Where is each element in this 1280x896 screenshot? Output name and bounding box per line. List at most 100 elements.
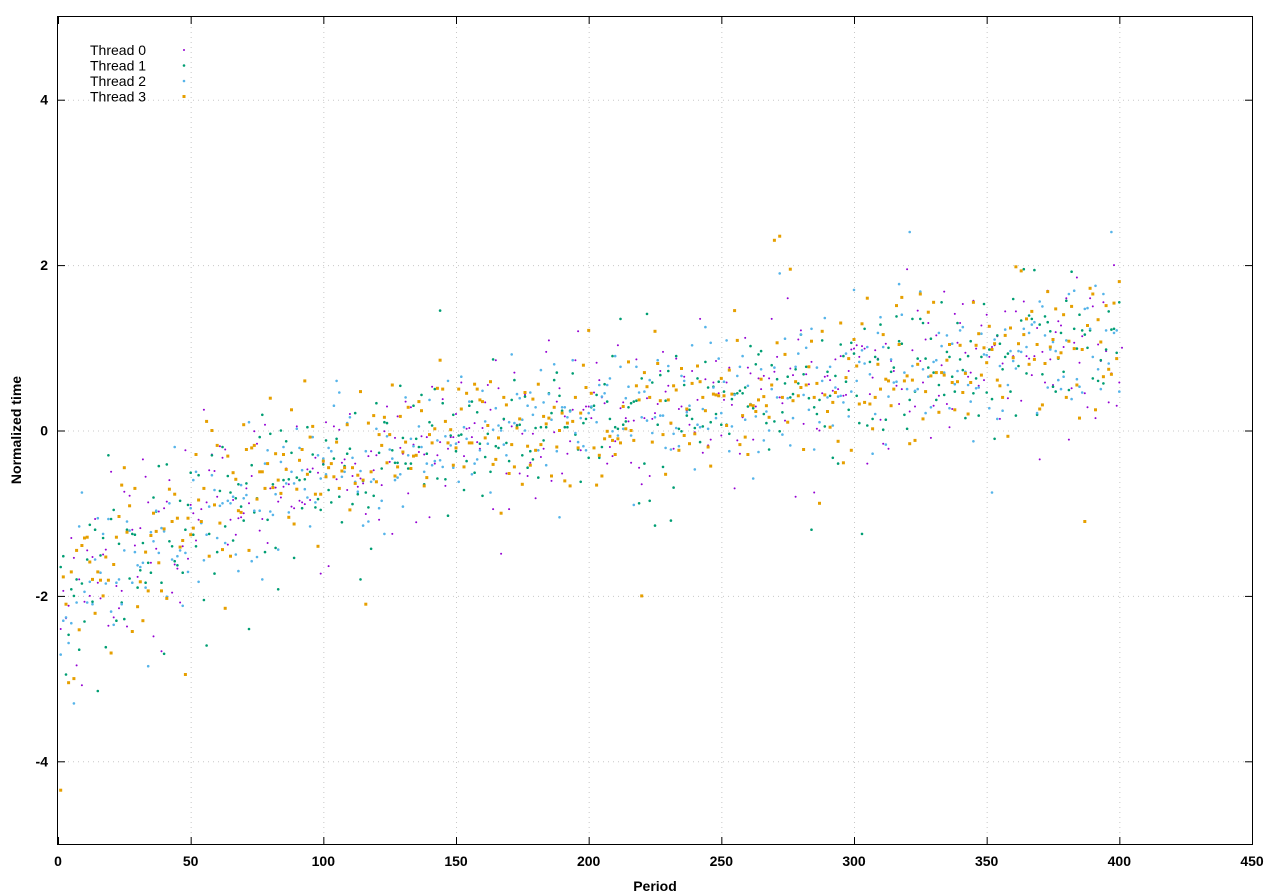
data-point-thread-1 xyxy=(818,398,821,402)
data-point-thread-1 xyxy=(290,451,293,455)
data-point-thread-3 xyxy=(99,578,102,582)
data-point-thread-3 xyxy=(1091,292,1095,296)
data-point-thread-0 xyxy=(489,408,492,411)
data-point-thread-0 xyxy=(776,355,779,358)
data-point-thread-3 xyxy=(401,450,405,454)
data-point-thread-2 xyxy=(751,477,755,480)
data-point-thread-2 xyxy=(789,444,792,447)
data-point-thread-2 xyxy=(1080,391,1084,394)
data-point-thread-1 xyxy=(70,588,73,591)
data-point-thread-0 xyxy=(224,448,227,451)
data-point-thread-2 xyxy=(356,490,360,494)
data-point-thread-1 xyxy=(842,354,845,358)
data-point-thread-2 xyxy=(823,316,827,320)
data-point-thread-3 xyxy=(693,432,697,436)
data-point-thread-0 xyxy=(234,533,237,536)
data-point-thread-1 xyxy=(980,355,983,359)
data-point-thread-3 xyxy=(194,453,198,456)
data-point-thread-0 xyxy=(924,338,927,341)
data-point-thread-0 xyxy=(704,378,707,381)
data-point-thread-1 xyxy=(537,476,540,479)
data-point-thread-1 xyxy=(619,317,622,321)
data-point-thread-0 xyxy=(837,388,840,391)
data-point-thread-3 xyxy=(1112,301,1116,305)
data-point-thread-1 xyxy=(571,372,574,375)
data-point-thread-3 xyxy=(674,388,678,392)
data-point-thread-3 xyxy=(260,470,264,474)
data-point-thread-1 xyxy=(635,399,638,403)
data-point-thread-2 xyxy=(332,404,336,408)
data-point-thread-1 xyxy=(810,528,813,531)
data-point-thread-3 xyxy=(573,395,577,399)
data-point-thread-0 xyxy=(861,345,863,348)
data-point-thread-3 xyxy=(329,462,333,466)
data-point-thread-1 xyxy=(107,454,110,457)
data-point-thread-3 xyxy=(942,373,946,377)
data-point-thread-1 xyxy=(345,452,349,456)
data-point-thread-2 xyxy=(367,520,370,523)
data-point-thread-1 xyxy=(672,486,675,489)
data-point-thread-2 xyxy=(388,448,392,451)
data-point-thread-0 xyxy=(256,442,258,445)
data-point-thread-0 xyxy=(898,403,901,405)
data-point-thread-1 xyxy=(1065,299,1068,303)
data-point-thread-1 xyxy=(80,582,84,585)
data-point-thread-0 xyxy=(500,552,503,555)
data-point-thread-3 xyxy=(287,515,291,519)
data-point-thread-1 xyxy=(62,554,65,558)
data-point-thread-0 xyxy=(539,456,542,458)
data-point-thread-2 xyxy=(608,377,612,380)
data-point-thread-3 xyxy=(351,466,354,470)
data-point-thread-3 xyxy=(520,482,524,486)
data-point-thread-2 xyxy=(985,353,988,357)
data-point-thread-0 xyxy=(1089,297,1092,300)
data-point-thread-3 xyxy=(316,544,320,548)
data-point-thread-1 xyxy=(743,386,747,389)
data-point-thread-3 xyxy=(783,352,787,356)
data-point-thread-3 xyxy=(579,411,583,415)
data-point-thread-0 xyxy=(218,445,221,448)
data-point-thread-0 xyxy=(242,512,245,515)
data-point-thread-0 xyxy=(253,430,256,433)
data-point-thread-1 xyxy=(964,416,967,420)
data-point-thread-0 xyxy=(370,450,373,453)
data-point-thread-2 xyxy=(1057,378,1060,382)
data-point-thread-0 xyxy=(784,419,786,422)
data-point-thread-1 xyxy=(624,420,628,423)
data-point-thread-3 xyxy=(510,443,514,447)
data-point-thread-3 xyxy=(778,234,782,238)
data-point-thread-2 xyxy=(674,426,678,430)
data-point-thread-2 xyxy=(452,466,455,470)
data-point-thread-2 xyxy=(645,419,649,422)
data-point-thread-2 xyxy=(571,358,574,362)
data-point-thread-0 xyxy=(409,406,412,409)
data-point-thread-2 xyxy=(781,433,784,436)
legend-label: Thread 1 xyxy=(90,58,146,74)
data-point-thread-3 xyxy=(327,466,331,470)
data-point-thread-2 xyxy=(1112,331,1116,335)
data-point-thread-0 xyxy=(717,392,720,395)
data-point-thread-0 xyxy=(264,423,266,426)
data-point-thread-3 xyxy=(887,379,890,383)
data-point-thread-3 xyxy=(764,404,768,408)
data-point-thread-1 xyxy=(306,425,309,429)
data-point-thread-1 xyxy=(454,449,458,453)
data-point-thread-3 xyxy=(1054,307,1058,311)
data-point-thread-0 xyxy=(752,438,755,441)
data-point-thread-1 xyxy=(271,483,275,486)
data-point-thread-3 xyxy=(534,448,538,452)
data-point-thread-0 xyxy=(579,449,582,452)
data-point-thread-3 xyxy=(186,516,190,520)
data-point-thread-3 xyxy=(937,410,941,414)
data-point-thread-0 xyxy=(470,436,473,439)
data-point-thread-3 xyxy=(1030,309,1034,313)
data-point-thread-2 xyxy=(409,437,413,441)
data-point-thread-1 xyxy=(1038,323,1041,326)
data-point-thread-3 xyxy=(236,509,240,513)
data-point-thread-3 xyxy=(374,480,378,484)
data-point-thread-0 xyxy=(616,344,619,347)
data-point-thread-3 xyxy=(290,408,293,412)
data-point-thread-1 xyxy=(383,420,386,424)
data-point-thread-2 xyxy=(80,491,84,494)
data-point-thread-2 xyxy=(972,440,975,443)
